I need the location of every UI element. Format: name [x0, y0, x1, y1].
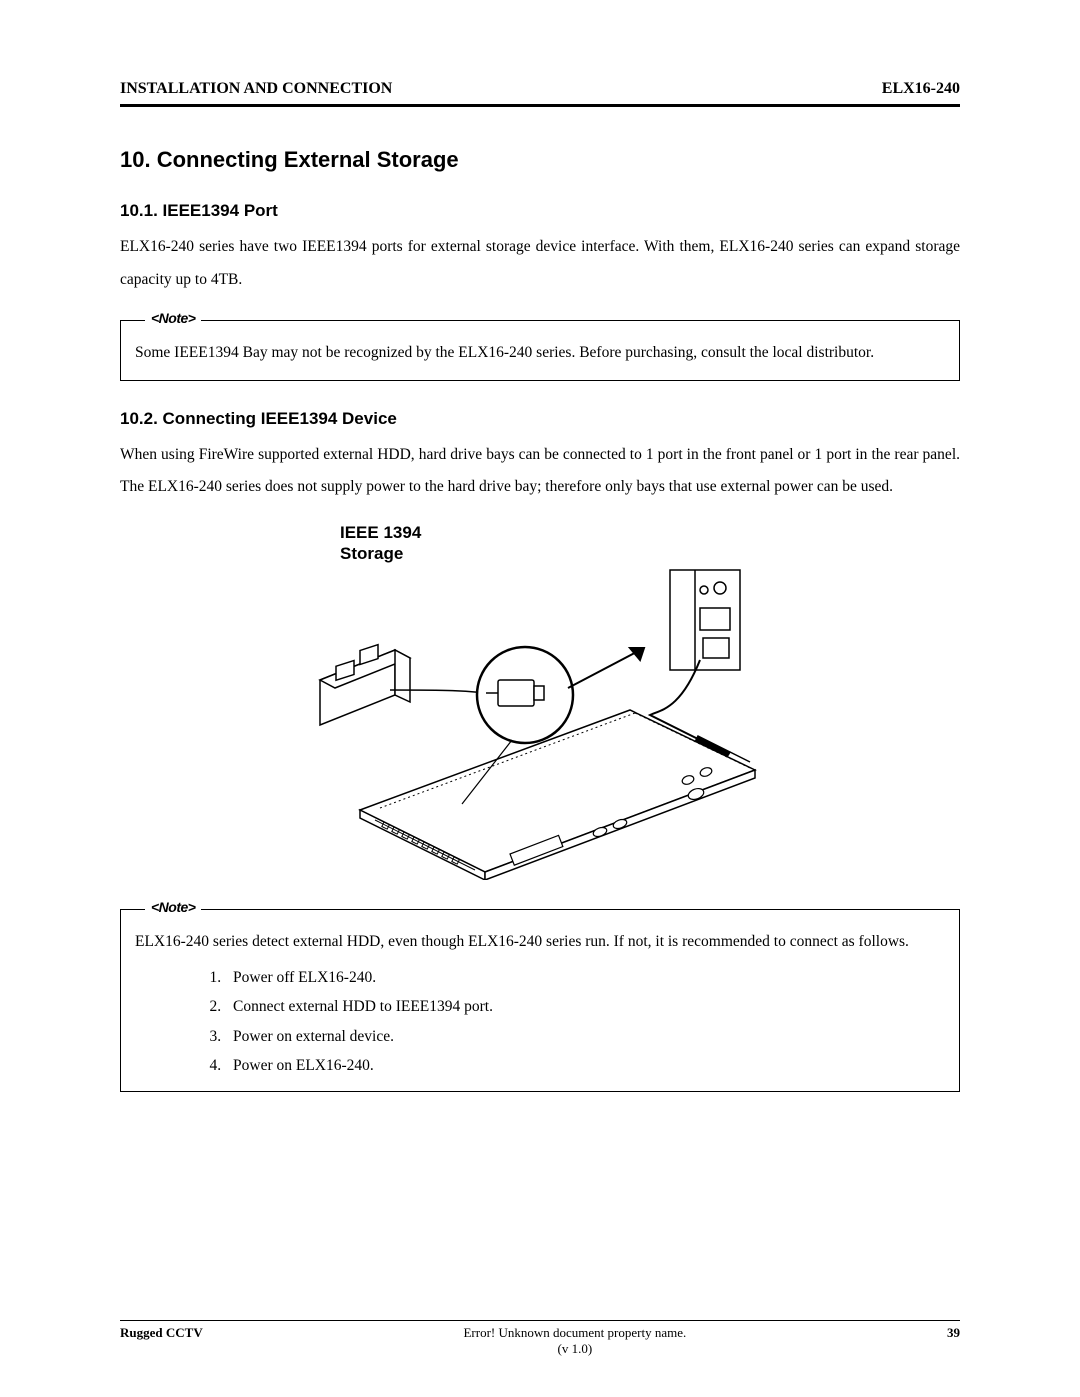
note-1-text: Some IEEE1394 Bay may not be recognized …	[135, 337, 945, 370]
diagram-label-line1: IEEE 1394	[340, 523, 421, 542]
note-2-step-2: Connect external HDD to IEEE1394 port.	[225, 992, 945, 1021]
subsection-10-1-title: 10.1. IEEE1394 Port	[120, 201, 960, 221]
footer-page-number: 39	[947, 1325, 960, 1341]
diagram-svg	[300, 560, 780, 880]
subsection-10-1-text: ELX16-240 series have two IEEE1394 ports…	[120, 231, 960, 296]
footer-left: Rugged CCTV	[120, 1325, 203, 1341]
footer-error-text: Error! Unknown document property name.	[463, 1325, 686, 1340]
note-2-step-1: Power off ELX16-240.	[225, 963, 945, 992]
note-2-intro: ELX16-240 series detect external HDD, ev…	[135, 926, 945, 959]
note-legend: <Note>	[145, 899, 201, 915]
note-box-2: <Note> ELX16-240 series detect external …	[120, 909, 960, 1091]
note-legend: <Note>	[145, 310, 201, 326]
diagram-label: IEEE 1394 Storage	[340, 522, 780, 565]
note-2-step-4: Power on ELX16-240.	[225, 1051, 945, 1080]
connection-diagram: IEEE 1394 Storage	[300, 522, 780, 886]
header-left: INSTALLATION AND CONNECTION	[120, 80, 392, 98]
section-title: 10. Connecting External Storage	[120, 147, 960, 173]
footer-center: Error! Unknown document property name. (…	[203, 1325, 947, 1357]
footer-version: (v 1.0)	[203, 1341, 947, 1357]
subsection-10-2-text: When using FireWire supported external H…	[120, 439, 960, 504]
subsection-10-2-title: 10.2. Connecting IEEE1394 Device	[120, 409, 960, 429]
note-2-steps: Power off ELX16-240. Connect external HD…	[225, 959, 945, 1081]
page-header: INSTALLATION AND CONNECTION ELX16-240	[120, 80, 960, 107]
note-box-1: <Note> Some IEEE1394 Bay may not be reco…	[120, 320, 960, 381]
header-right: ELX16-240	[882, 80, 960, 98]
note-2-step-3: Power on external device.	[225, 1022, 945, 1051]
page-footer: Rugged CCTV Error! Unknown document prop…	[120, 1320, 960, 1357]
